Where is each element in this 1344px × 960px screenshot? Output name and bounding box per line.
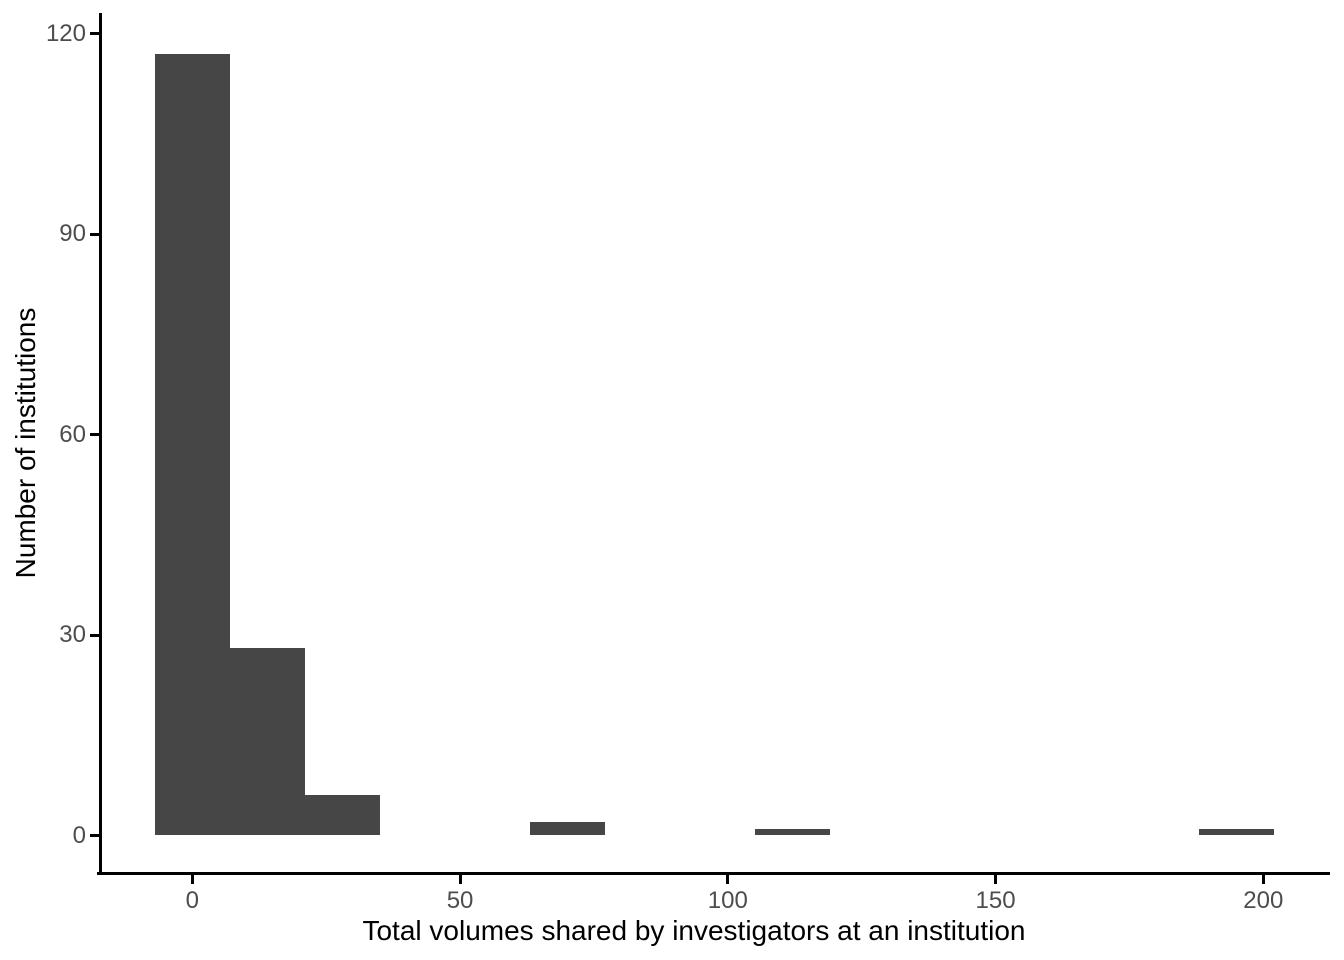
x-tick-label: 0	[185, 887, 199, 914]
histogram-bar	[529, 822, 605, 836]
x-tick-label: 150	[975, 887, 1016, 914]
x-tick-label: 100	[707, 887, 748, 914]
x-tick-label: 50	[446, 887, 474, 914]
y-tick-label: 120	[45, 19, 86, 47]
y-tick-mark	[90, 834, 99, 837]
histogram-bar	[229, 648, 305, 836]
histogram-bar	[754, 828, 830, 836]
x-axis-line	[97, 872, 1330, 875]
x-tick-mark	[190, 875, 194, 884]
histogram-bar	[304, 795, 380, 836]
x-tick-label: 200	[1243, 887, 1284, 914]
y-tick-mark	[90, 232, 99, 236]
y-tick-label: 90	[59, 220, 86, 247]
x-tick-mark	[994, 875, 998, 884]
x-tick-mark	[458, 875, 462, 884]
y-tick-label: 0	[72, 821, 86, 849]
x-tick-mark	[1261, 875, 1265, 884]
y-tick-mark	[90, 32, 99, 35]
y-axis-line	[99, 13, 102, 875]
histogram-bar	[1199, 828, 1274, 836]
y-tick-label: 30	[59, 621, 86, 648]
x-axis-title: Total volumes shared by investigators at…	[362, 915, 1026, 946]
y-tick-mark	[90, 433, 99, 436]
x-tick-mark	[726, 875, 730, 884]
histogram-bar	[154, 53, 230, 836]
y-tick-mark	[90, 633, 99, 637]
y-tick-label: 60	[59, 420, 86, 448]
